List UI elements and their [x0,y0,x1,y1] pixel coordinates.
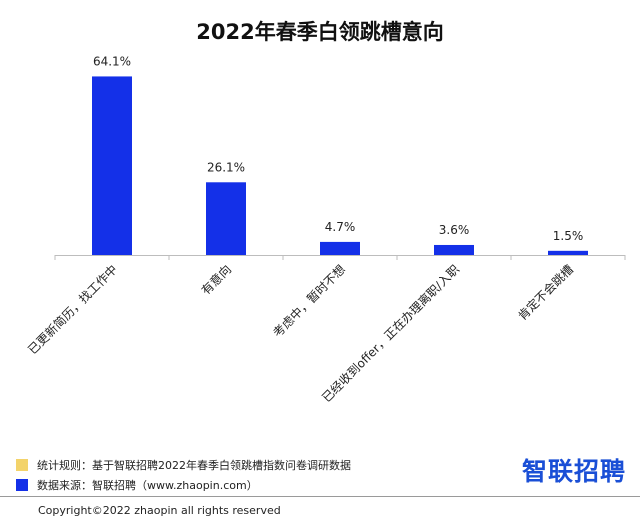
note-stat-rule-text: 统计规则：基于智联招聘2022年春季白领跳槽指数问卷调研数据 [37,459,351,472]
bar-3 [434,244,474,255]
chart-title: 2022年春季白领跳槽意向 [196,20,444,44]
category-label-0: 已更新简历，找工作中 [25,262,120,357]
category-label-2: 考虑中，暂时不想 [270,262,348,340]
data-label-0: 64.1% [93,54,131,68]
bar-4 [548,250,588,255]
bar-chart: 64.1% 已更新简历，找工作中 26.1% 有意向 4.7% 考虑中，暂时不想 3.6% 已… [25,54,626,406]
category-label-4: 肯定不会跳槽 [515,262,577,324]
note-data-source-text: 数据来源：智联招聘（www.zhaopin.com） [37,479,258,492]
data-label-2: 4.7% [325,220,356,234]
copyright-text: Copyright©2022 zhaopin all rights reserv… [38,504,281,517]
category-label-3: 已经收到offer，正在办理离职/入职 [319,262,463,406]
data-label-1: 26.1% [207,160,245,174]
brand-logo: 智联招聘 [521,457,626,486]
note-stat-rule: 统计规则：基于智联招聘2022年春季白领跳槽指数问卷调研数据 [16,455,351,475]
note-swatch-yellow [16,459,28,471]
bar-1 [206,182,246,255]
category-label-1: 有意向 [198,262,234,298]
bar-2 [320,241,360,255]
footer-divider [0,496,640,497]
data-label-4: 1.5% [553,229,584,243]
data-label-3: 3.6% [439,223,470,237]
chart-notes: 统计规则：基于智联招聘2022年春季白领跳槽指数问卷调研数据 数据来源：智联招聘… [16,455,351,495]
note-swatch-blue [16,479,28,491]
note-data-source: 数据来源：智联招聘（www.zhaopin.com） [16,475,351,495]
bar-0 [92,76,132,255]
